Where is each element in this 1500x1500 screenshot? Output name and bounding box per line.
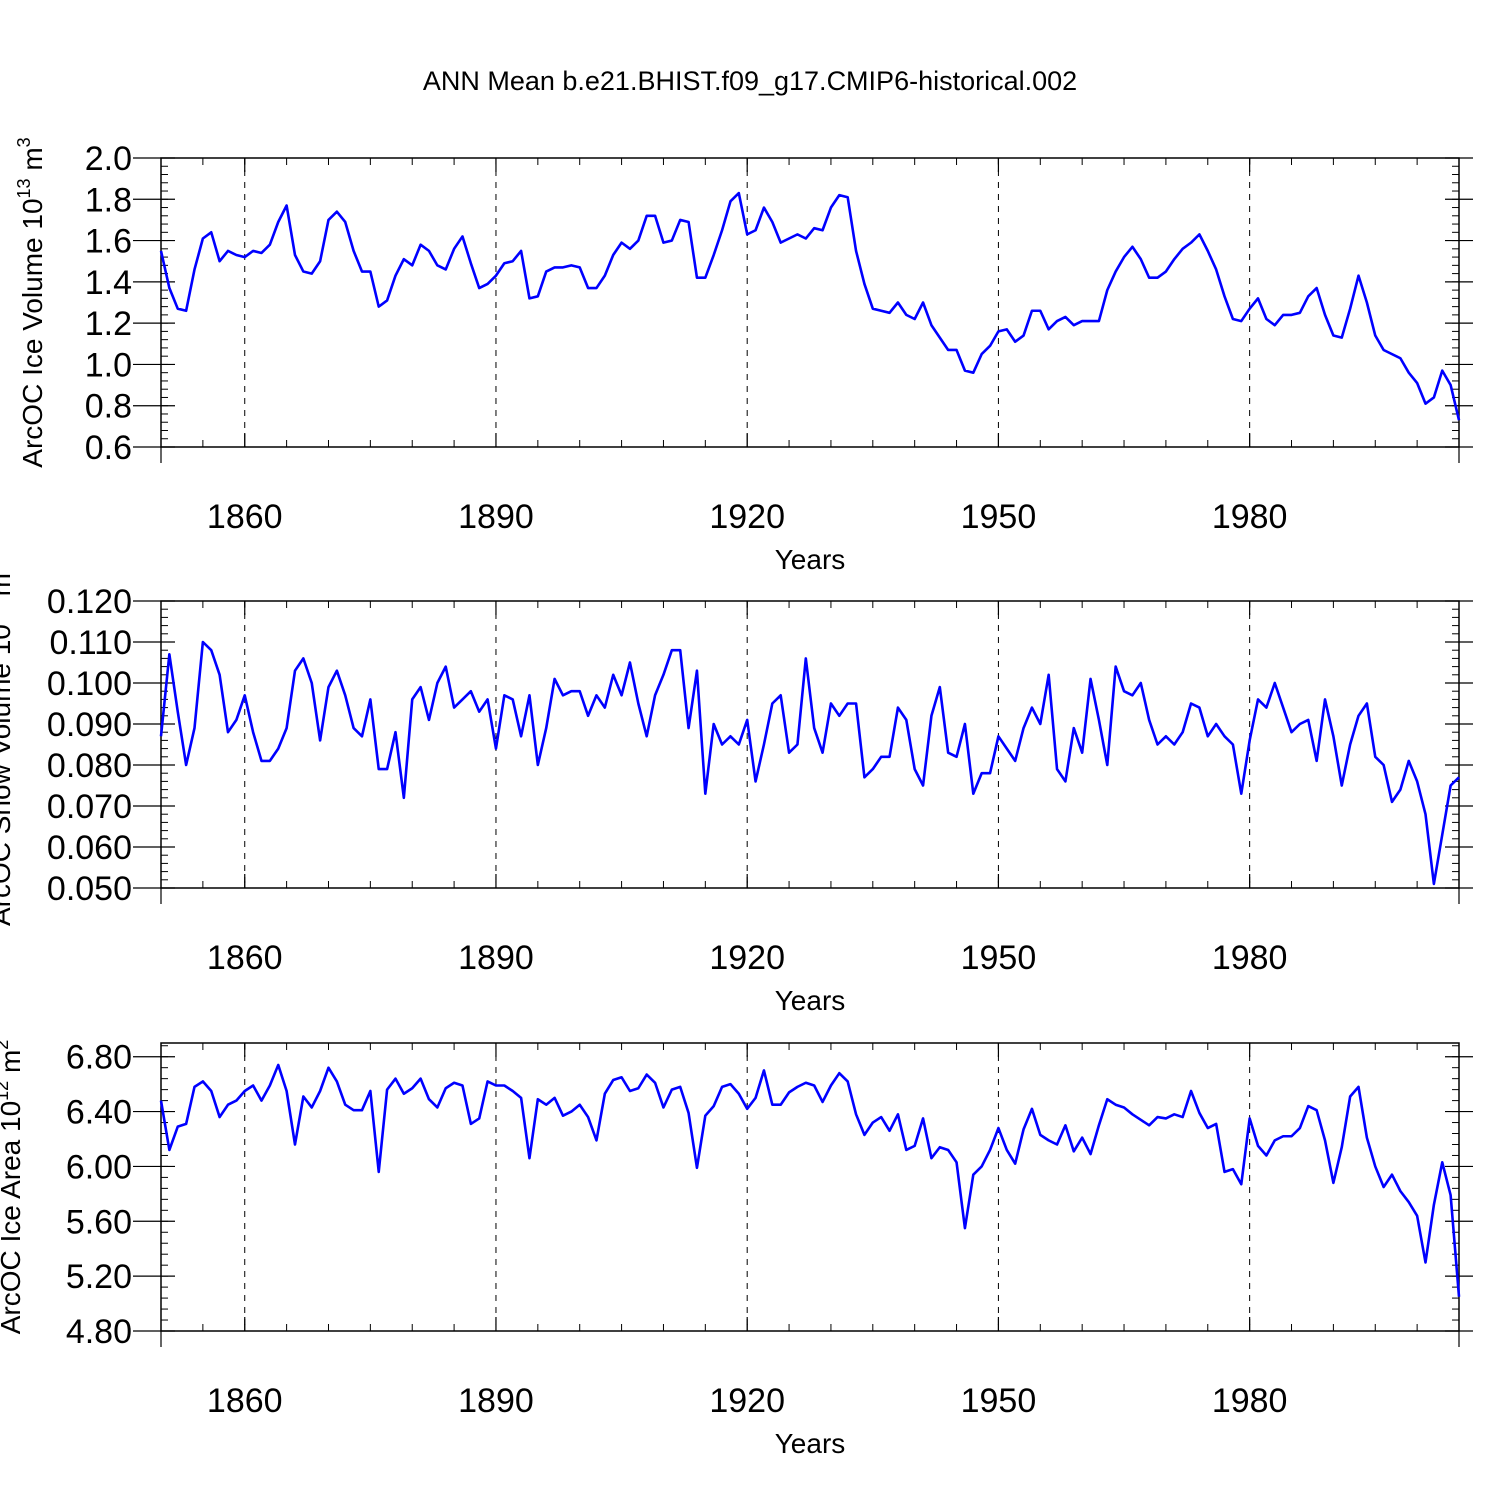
x-axis-label: Years	[775, 544, 846, 575]
y-tick-label: 5.60	[66, 1203, 132, 1241]
series-line-snow-volume	[159, 640, 1460, 886]
y-axis-label: ArcOC Ice Volume 1013 m3	[14, 137, 48, 467]
y-tick-label: 6.40	[66, 1094, 132, 1132]
x-tick-label: 1890	[458, 939, 534, 977]
y-axis-label: ArcOC Ice Area 1012 m2	[0, 1040, 26, 1335]
y-tick-label: 0.090	[47, 706, 132, 744]
plot-frame	[160, 1042, 1460, 1332]
panel-ice-volume: 0.60.8 1.01.21.41.6 1.82.0 1860 1890 1920 1950…	[14, 137, 1473, 575]
y-tick-label: 1.8	[85, 181, 132, 219]
y-tick-label: 0.060	[47, 829, 132, 867]
plot-frame	[160, 600, 1460, 889]
y-tick-label: 1.0	[85, 346, 132, 384]
y-tick-label: 2.0	[85, 140, 132, 178]
x-tick-label: 1950	[961, 498, 1037, 536]
y-tick-label: 0.110	[49, 624, 132, 662]
y-tick-label: 0.080	[47, 747, 132, 785]
x-tick-label: 1890	[458, 1382, 534, 1420]
y-tick-label: 0.100	[47, 665, 132, 703]
panels: 0.60.8 1.01.21.41.6 1.82.0 1860 1890 1920 1950…	[0, 137, 1473, 1459]
y-tick-label: 1.4	[85, 264, 132, 302]
y-tick-label: 6.80	[66, 1039, 132, 1077]
plot-frame	[160, 157, 1460, 448]
y-tick-label: 0.8	[85, 388, 132, 426]
y-axis-label: ArcOC Snow Volume 1013 m3	[0, 563, 16, 926]
x-tick-label: 1890	[458, 498, 534, 536]
panel-ice-area: 4.80 5.20 5.60 6.00 6.40 6.80 1860 1890 1920 1950…	[0, 1039, 1473, 1459]
chart-title: ANN Mean b.e21.BHIST.f09_g17.CMIP6-histo…	[423, 66, 1077, 96]
series-line-ice-volume	[159, 191, 1461, 421]
x-tick-label: 1950	[961, 939, 1037, 977]
series-line-ice-area	[159, 1063, 1461, 1297]
x-tick-label: 1920	[709, 498, 785, 536]
x-tick-label: 1860	[207, 498, 283, 536]
x-tick-label: 1980	[1212, 1382, 1288, 1420]
y-tick-label: 6.00	[66, 1148, 132, 1186]
x-tick-label: 1860	[207, 939, 283, 977]
x-tick-label: 1980	[1212, 939, 1288, 977]
y-tick-label: 1.6	[85, 223, 132, 261]
x-tick-label: 1950	[961, 1382, 1037, 1420]
panel-snow-volume: 0.0500.0600.0700.0800.0900.1000.1100.120…	[0, 563, 1473, 1016]
y-tick-label: 1.2	[85, 305, 132, 343]
y-tick-label: 0.070	[47, 788, 132, 826]
y-tick-label: 0.120	[47, 583, 132, 621]
x-axis-label: Years	[775, 1428, 846, 1459]
y-tick-label: 0.6	[85, 429, 132, 467]
y-tick-label: 4.80	[66, 1313, 132, 1351]
y-tick-label: 0.050	[47, 870, 132, 908]
x-tick-label: 1920	[709, 1382, 785, 1420]
x-axis-label: Years	[775, 985, 846, 1016]
x-tick-label: 1860	[207, 1382, 283, 1420]
y-tick-label: 5.20	[66, 1258, 132, 1296]
x-tick-label: 1920	[709, 939, 785, 977]
x-tick-label: 1980	[1212, 498, 1288, 536]
